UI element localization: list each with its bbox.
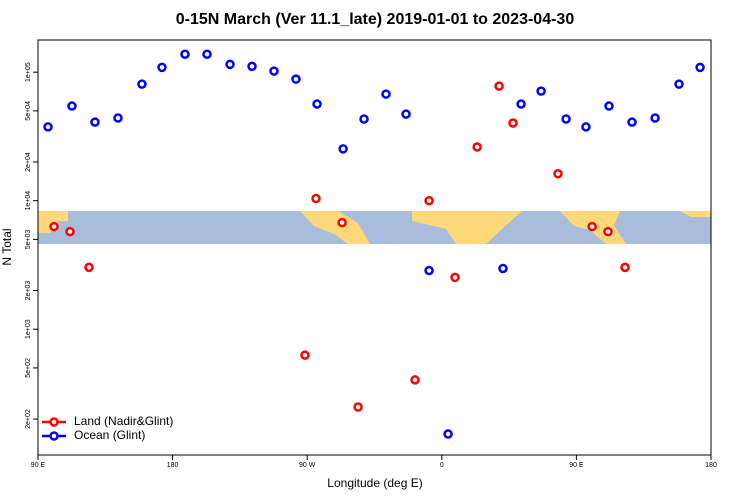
- point: [536, 86, 546, 96]
- legend-marker: [49, 431, 59, 441]
- chart-title: 0-15N March (Ver 11.1_late) 2019-01-01 t…: [176, 11, 575, 28]
- point: [381, 89, 391, 99]
- point: [359, 114, 369, 124]
- legend-marker: [49, 417, 59, 427]
- point: [225, 59, 235, 70]
- point: [587, 221, 597, 232]
- point: [424, 265, 434, 276]
- point: [338, 144, 348, 154]
- y-tick-label: 2e+02: [25, 409, 32, 429]
- legend-label: Ocean (Glint): [74, 428, 145, 442]
- point: [312, 99, 322, 109]
- x-tick-label: 90 E: [569, 462, 584, 469]
- x-tick-label: 180: [705, 462, 717, 469]
- point: [603, 226, 613, 237]
- y-tick-label: 1e+04: [25, 191, 32, 211]
- point: [113, 113, 123, 123]
- point: [604, 101, 614, 111]
- x-axis-label: Longitude (deg E): [327, 476, 422, 490]
- point: [620, 262, 630, 273]
- x-tick-label: 90 W: [299, 462, 316, 469]
- point: [311, 193, 321, 204]
- point: [67, 101, 77, 111]
- point: [65, 226, 75, 237]
- x-tick-label: 0: [440, 462, 444, 469]
- point: [300, 350, 310, 360]
- point: [508, 118, 518, 128]
- plot-frame: [37, 39, 712, 456]
- point: [353, 402, 363, 412]
- point: [49, 221, 59, 232]
- legend-label: Land (Nadir&Glint): [74, 414, 173, 428]
- point: [84, 262, 94, 273]
- point: [424, 195, 434, 206]
- point: [247, 61, 257, 72]
- y-tick-label: 2e+03: [25, 281, 32, 301]
- point: [450, 272, 460, 283]
- point: [650, 113, 660, 123]
- point: [90, 117, 100, 127]
- point: [269, 66, 279, 76]
- point: [202, 49, 212, 59]
- y-tick-label: 1e+05: [25, 62, 32, 82]
- y-tick-label: 5e+02: [25, 358, 32, 378]
- y-tick-label: 1e+03: [25, 319, 32, 339]
- point: [157, 62, 167, 73]
- point: [494, 81, 504, 91]
- point: [561, 114, 571, 124]
- point: [443, 429, 453, 439]
- point: [337, 217, 347, 228]
- x-tick-label: 90 E: [31, 462, 46, 469]
- point: [137, 79, 147, 89]
- y-tick-label: 2e+04: [25, 152, 32, 172]
- y-axis-label: N Total: [0, 228, 14, 265]
- point: [291, 74, 301, 84]
- point: [516, 99, 526, 109]
- y-tick-label: 5e+04: [25, 101, 32, 121]
- point: [581, 122, 591, 132]
- point: [553, 169, 563, 179]
- point: [401, 109, 411, 119]
- point: [627, 117, 637, 127]
- point: [674, 79, 684, 89]
- point: [695, 62, 705, 73]
- point: [472, 142, 482, 152]
- point: [180, 49, 190, 59]
- y-tick-label: 5e+03: [25, 229, 32, 249]
- point: [43, 122, 53, 132]
- point: [498, 263, 508, 274]
- map-band: [38, 211, 711, 244]
- point: [410, 375, 420, 385]
- x-tick-label: 180: [167, 462, 179, 469]
